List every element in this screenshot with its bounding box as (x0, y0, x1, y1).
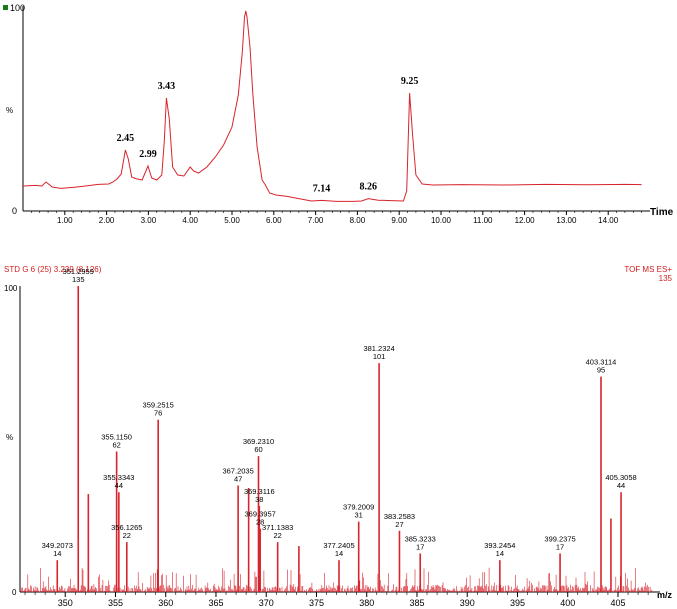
spectrum-peak-mz-label: 403.3114 (586, 358, 617, 367)
spectrum-peak-count-label: 14 (496, 549, 504, 558)
spectrum-peak-count-label: 31 (355, 511, 363, 520)
spectrum-x-tick-label: 370 (259, 598, 274, 608)
spectrum-x-tick-label: 375 (309, 598, 324, 608)
spectrum-x-tick-label: 380 (359, 598, 374, 608)
spectrum-peak-count-label: 44 (617, 481, 625, 490)
chromatogram-x-tick-label: 14.00 (598, 216, 619, 225)
spectrum-baseline-noise (21, 567, 653, 592)
chromatogram-x-tick-label: 12.00 (515, 216, 536, 225)
chromatogram-peak-label: 3.43 (158, 81, 176, 92)
spectrum-peak-mz-label: 356.1265 (111, 523, 142, 532)
spectrum-peak-mz-label: 349.2073 (42, 541, 73, 550)
spectrum-peak-count-label: 22 (273, 531, 281, 540)
spectrum-x-tick-label: 400 (560, 598, 575, 608)
spectrum-peak-count-label: 101 (373, 352, 386, 361)
spectrum-peak-mz-label: 359.2515 (143, 401, 174, 410)
spectrum-peak-count-label: 28 (256, 518, 264, 527)
chromatogram-x-tick-label: 3.00 (141, 216, 157, 225)
spectrum-x-tick-label: 405 (610, 598, 625, 608)
spectrum-x-tick-label: 350 (58, 598, 73, 608)
spectrum-peak-mz-label: 383.2583 (384, 512, 415, 521)
spectrum-peak-mz-label: 379.2009 (343, 503, 374, 512)
spectrum-peak-mz-label: 405.3058 (605, 473, 636, 482)
spectrum-x-ticks: 350 355 360 365 370 375 380 385 390 395 400 405 (24, 592, 649, 608)
spectrum-peak-count-label: 27 (395, 520, 403, 529)
spectrum-x-axis-label: m/z (657, 590, 673, 600)
chromatogram-x-tick-label: 5.00 (224, 216, 240, 225)
chromatogram-peak-label: 8.26 (360, 182, 378, 193)
chromatogram-y-tick-label-zero: 0 (12, 206, 17, 216)
chromatogram-y-tick-label-top: 100 (10, 3, 25, 13)
spectrum-peak-count-label: 62 (112, 441, 120, 450)
spectrum-peak-mz-label: 369.3957 (245, 510, 276, 519)
spectrum-peak-count-label: 22 (123, 531, 131, 540)
spectrum-peak-mz-label: 371.1383 (262, 523, 293, 532)
spectrum-mode-label: TOF MS ES+ (624, 265, 672, 274)
spectrum-peak-mz-label: 385.3233 (405, 534, 436, 543)
spectrum-peak-mz-label: 399.2375 (544, 534, 575, 543)
spectrum-peak-count-label: 44 (115, 481, 123, 490)
spectrum-x-tick-label: 360 (158, 598, 173, 608)
chromatogram-x-tick-label: 11.00 (473, 216, 493, 225)
chromatogram-x-tick-label: 4.00 (182, 216, 198, 225)
spectrum-x-tick-label: 395 (510, 598, 525, 608)
chromatogram-peak-label: 2.45 (117, 133, 135, 144)
chromatogram-peak-label: 9.25 (401, 76, 419, 87)
chromatogram-corner-marker (3, 5, 8, 10)
spectrum-peak-mz-label: 369.2310 (243, 437, 274, 446)
spectrum-peak-mz-label: 351.2959 (63, 267, 94, 276)
spectrum-peak-labels: 349.207314351.2959135355.115062355.33434… (42, 267, 637, 558)
spectrum-noise-lines (21, 567, 653, 592)
spectrum-y-tick-label-zero: 0 (12, 588, 17, 597)
spectrum-peak-count-label: 60 (254, 445, 262, 454)
spectrum-peak-count-label: 135 (72, 275, 85, 284)
chromatogram-x-tick-label: 1.00 (57, 216, 73, 225)
spectrum-peak-mz-label: 355.3343 (103, 473, 134, 482)
chromatogram-y-tick-label-mid: % (6, 106, 13, 115)
spectrum-peak-count-label: 95 (597, 366, 605, 375)
spectrum-peak-mz-label: 355.1150 (101, 433, 132, 442)
spectrum-peak-count-label: 76 (154, 409, 162, 418)
chromatogram-x-tick-label: 10.00 (431, 216, 452, 225)
spectrum-peak-count-label: 17 (556, 542, 564, 551)
spectrum-y-tick-label-top: 100 (4, 284, 18, 293)
chromatogram-annotations: 2.45 2.99 3.43 7.14 8.26 9.25 (117, 76, 419, 194)
spectrum-x-tick-label: 355 (108, 598, 123, 608)
spectrum-peak-mz-label: 367.2035 (222, 467, 253, 476)
chromatogram-x-tick-label: 13.00 (556, 216, 577, 225)
chromatogram-x-axis-label: Time (650, 207, 674, 218)
spectrum-peak-mz-label: 377.2405 (323, 541, 354, 550)
chromatogram-peak-label: 7.14 (313, 183, 331, 194)
chromatogram-x-tick-label: 8.00 (350, 216, 366, 225)
chromatogram-x-tick-label: 6.00 (266, 216, 282, 225)
chromatogram-x-tick-label: 7.00 (308, 216, 324, 225)
spectrum-x-tick-label: 365 (208, 598, 223, 608)
chromatogram-x-ticks: 1.00 2.00 3.00 4.00 5.00 6.00 7.00 8.00 9.00 10.0… (31, 211, 642, 225)
spectrum-peak-count-label: 14 (335, 549, 343, 558)
spectrum-peak-mz-label: 393.2454 (484, 541, 515, 550)
spectrum-peak-mz-label: 369.3116 (244, 487, 275, 496)
spectrum-peak-count-label: 38 (255, 495, 263, 504)
chromatogram-peak-label: 2.99 (139, 149, 157, 160)
spectrum-peak-count-label: 14 (53, 549, 61, 558)
spectrum-peaks (56, 286, 622, 592)
spectrum-x-tick-label: 390 (460, 598, 475, 608)
spectrum-base-intensity: 135 (659, 274, 673, 283)
spectrum-peak-mz-label: 381.2324 (363, 344, 394, 353)
chromatogram-panel: 100 % 0 Time 1.00 2.00 3.00 4.00 5.00 6.00 7.0… (3, 3, 674, 225)
chromatogram-trace (22, 10, 642, 202)
spectrum-peak-count-label: 17 (416, 542, 424, 551)
spectrum-title: STD G 6 (25) 3.239 (8.126) (4, 265, 102, 274)
spectrum-y-tick-label-mid: % (6, 433, 13, 442)
spectrum-peak-count-label: 47 (234, 475, 242, 484)
chromatogram-x-tick-label: 2.00 (99, 216, 115, 225)
spectrum-panel: STD G 6 (25) 3.239 (8.126) TOF MS ES+ 13… (4, 265, 673, 608)
spectrum-x-tick-label: 385 (409, 598, 424, 608)
chromatogram-x-tick-label: 9.00 (391, 216, 407, 225)
